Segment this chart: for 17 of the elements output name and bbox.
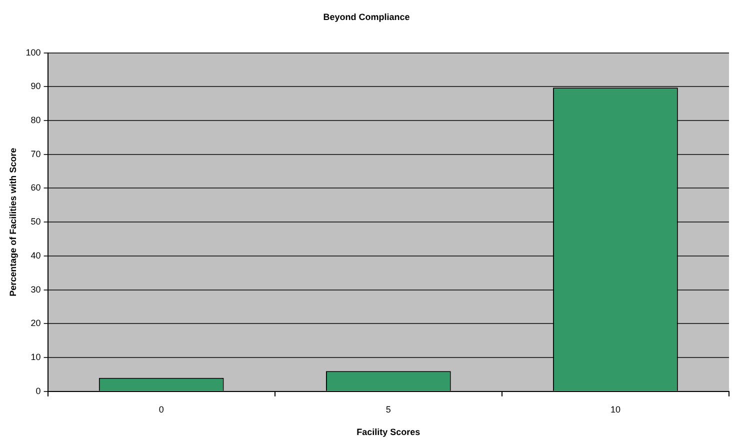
y-tick-label: 40 — [30, 250, 41, 260]
y-tick-label: 0 — [36, 386, 41, 396]
y-tick-label: 60 — [30, 182, 41, 193]
y-tick-label: 20 — [30, 318, 41, 328]
y-tick-label: 50 — [30, 216, 41, 227]
y-axis-title: Percentage of Facilities with Score — [8, 148, 18, 296]
y-tick-label: 10 — [30, 352, 41, 362]
x-tick-label: 5 — [386, 404, 391, 414]
y-tick-label: 70 — [30, 148, 41, 159]
y-tick-label: 100 — [26, 47, 41, 58]
x-tick-label: 0 — [158, 404, 164, 414]
y-tick-label: 80 — [30, 115, 41, 126]
x-axis-title: Facility Scores — [356, 427, 420, 438]
chart-title: Beyond Compliance — [323, 12, 410, 22]
x-tick-label: 10 — [610, 404, 620, 414]
y-tick-label: 90 — [30, 81, 41, 92]
y-tick-label: 30 — [30, 284, 41, 294]
